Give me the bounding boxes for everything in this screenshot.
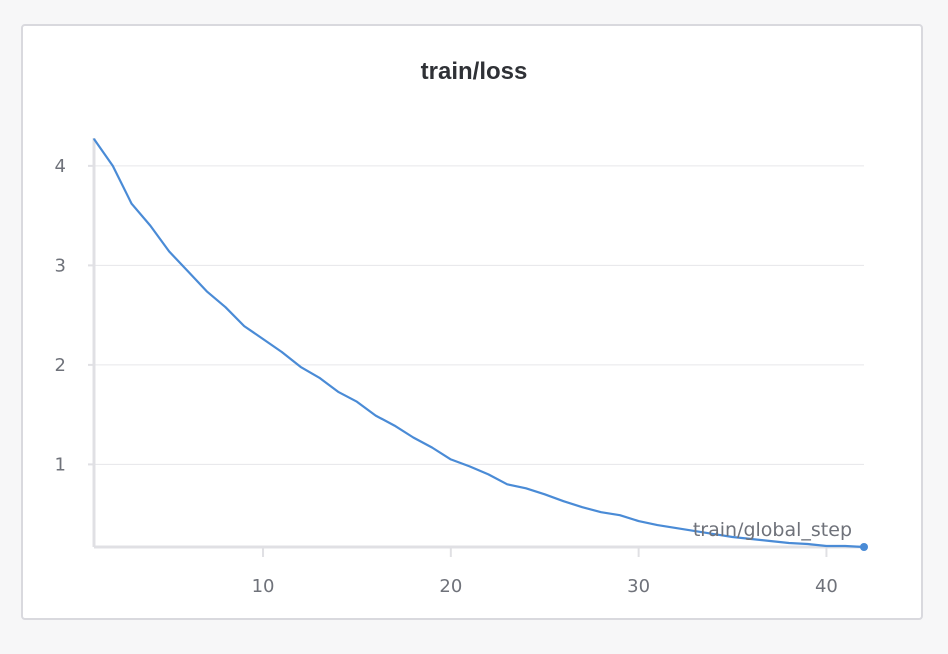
data-point <box>806 543 809 545</box>
y-tick-label-3: 3 <box>55 255 66 276</box>
data-point <box>506 483 508 486</box>
data-point <box>412 436 415 439</box>
data-point <box>637 520 640 522</box>
data-point <box>750 538 753 540</box>
data-point <box>337 390 339 393</box>
data-point <box>656 524 659 526</box>
data-point <box>149 224 152 227</box>
data-point <box>731 536 734 538</box>
data-point <box>374 414 377 417</box>
data-point <box>825 545 828 547</box>
data-point <box>318 377 321 379</box>
data-point <box>844 545 847 547</box>
data-point <box>600 511 602 513</box>
data-point <box>356 400 358 403</box>
y-tick-label-2: 2 <box>55 355 66 376</box>
data-point <box>487 473 490 476</box>
series-group <box>93 138 868 551</box>
data-point <box>675 527 677 529</box>
x-tick-label-40: 40 <box>815 576 838 597</box>
data-point <box>168 250 170 253</box>
data-point <box>111 165 114 167</box>
data-point <box>712 533 715 535</box>
tick-labels: 1 2 3 4 10 20 30 40 <box>55 156 838 597</box>
data-point <box>694 530 696 532</box>
data-point <box>581 506 584 508</box>
data-point <box>393 424 396 427</box>
data-point <box>281 351 283 353</box>
data-point <box>93 138 95 140</box>
data-point <box>619 514 621 516</box>
x-tick-label-10: 10 <box>252 576 275 597</box>
data-point <box>243 325 246 327</box>
y-tick-label-4: 4 <box>55 156 66 177</box>
x-tick-label-20: 20 <box>439 576 462 597</box>
y-tick-label-1: 1 <box>55 454 66 475</box>
data-point <box>262 338 264 340</box>
data-point <box>769 540 771 542</box>
data-point <box>224 306 227 308</box>
data-point <box>788 542 790 544</box>
chart-panel <box>21 24 923 620</box>
gridlines <box>94 165 864 465</box>
data-point <box>187 270 189 273</box>
data-point <box>205 290 208 293</box>
x-axis-label: train/global_step <box>693 519 852 541</box>
data-point <box>543 493 546 496</box>
last-point-marker <box>860 543 868 551</box>
x-tick-label-30: 30 <box>627 576 650 597</box>
data-point <box>525 487 527 490</box>
axes <box>88 138 864 557</box>
data-point <box>431 446 433 449</box>
series-line-0 <box>93 138 865 549</box>
data-point <box>468 465 471 468</box>
data-point <box>450 458 452 461</box>
data-point <box>130 202 133 205</box>
data-point <box>299 366 302 368</box>
chart-title: train/loss <box>420 58 528 85</box>
data-point <box>562 500 565 503</box>
